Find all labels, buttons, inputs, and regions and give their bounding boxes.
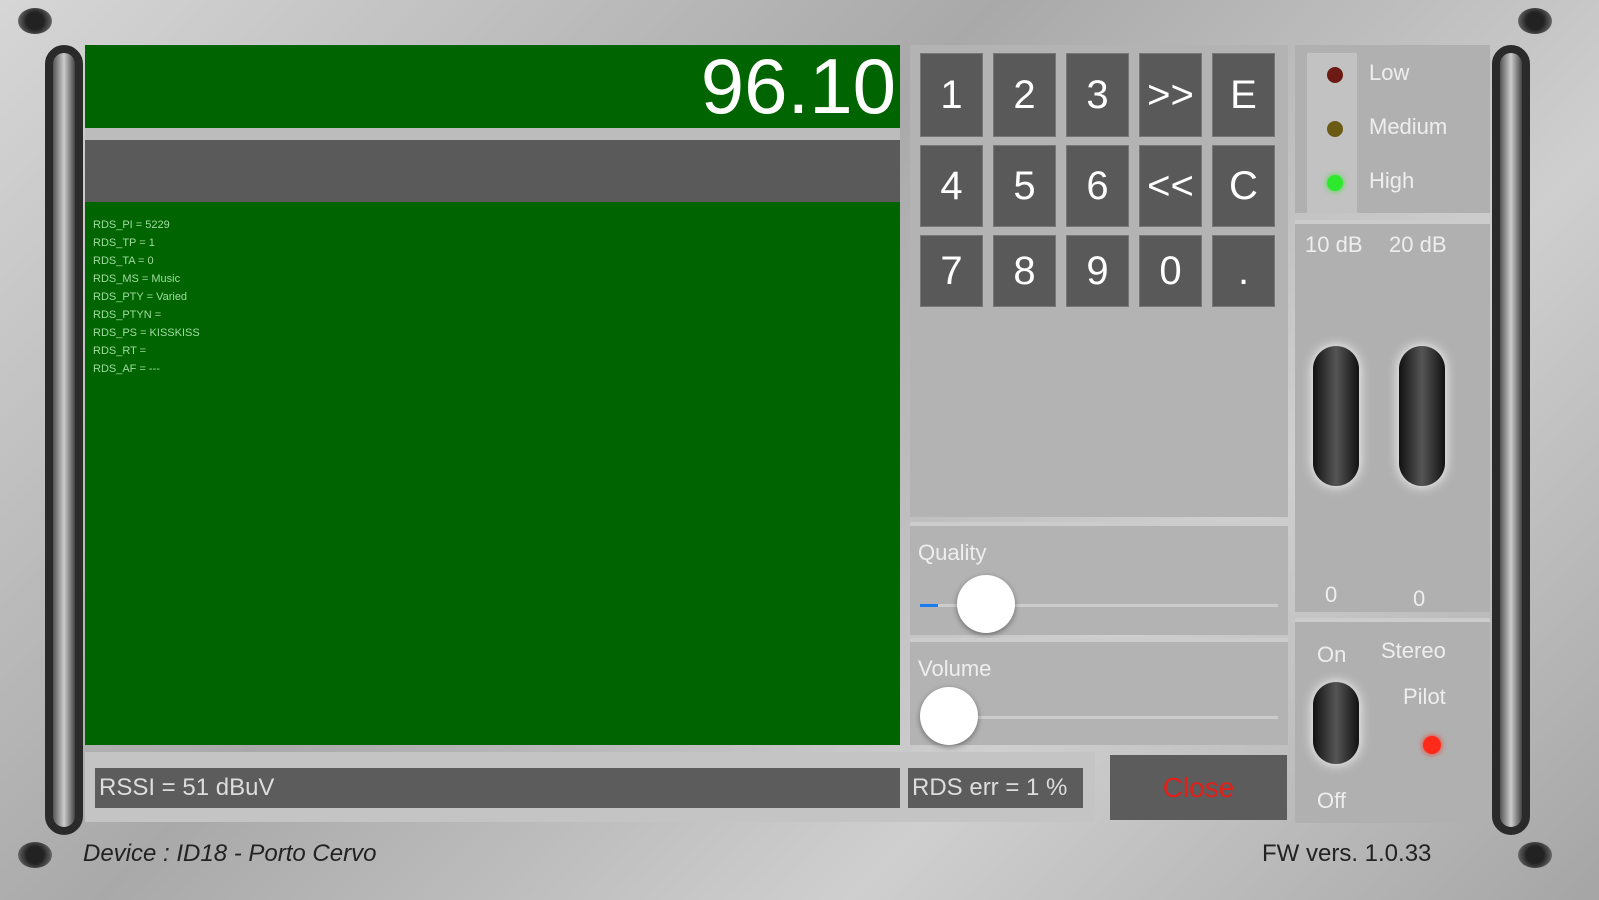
rds-line: RDS_AF = --- xyxy=(93,363,160,375)
signal-led-label: Low xyxy=(1369,60,1410,85)
stereo-label: Stereo xyxy=(1381,638,1446,663)
keypad-key[interactable]: 5 xyxy=(993,145,1056,227)
keypad-key[interactable]: 3 xyxy=(1066,53,1129,137)
keypad-key[interactable]: C xyxy=(1212,145,1275,227)
signal-led-low-icon xyxy=(1327,67,1343,83)
signal-quality-panel: Low Medium High xyxy=(1295,45,1490,213)
keypad-key[interactable]: << xyxy=(1139,145,1202,227)
rds-line: RDS_PS = KISSKISS xyxy=(93,327,200,339)
attenuator-10db-label: 10 dB xyxy=(1305,232,1363,257)
rssi-readout: RSSI = 51 dBuV xyxy=(95,768,900,808)
screw-icon xyxy=(1518,842,1552,868)
rds-line: RDS_PTY = Varied xyxy=(93,291,188,303)
rds-line: RDS_RT = xyxy=(93,345,147,357)
keypad-key[interactable]: 0 xyxy=(1139,235,1202,307)
attenuator-20db-label: 20 dB xyxy=(1389,232,1447,257)
keypad-key[interactable]: 2 xyxy=(993,53,1056,137)
close-button[interactable]: Close xyxy=(1110,755,1287,820)
screw-icon xyxy=(1518,8,1552,34)
firmware-version: FW vers. 1.0.33 xyxy=(1262,840,1432,867)
divider xyxy=(85,128,900,140)
attenuator-panel: 10 dB 20 dB 0 0 xyxy=(1295,220,1490,612)
signal-led-label: Medium xyxy=(1369,114,1448,139)
screw-icon xyxy=(18,8,52,34)
quality-slider[interactable] xyxy=(920,604,1278,607)
quality-label: Quality xyxy=(918,540,987,565)
right-handle xyxy=(1492,45,1530,835)
volume-slider[interactable] xyxy=(920,716,1278,719)
keypad-key[interactable]: 7 xyxy=(920,235,983,307)
rds-line: RDS_TA = 0 xyxy=(93,255,154,267)
signal-led-label: High xyxy=(1369,168,1415,193)
attenuator-20db-value: 0 xyxy=(1413,586,1426,611)
stereo-on-label: On xyxy=(1317,642,1347,667)
keypad-key[interactable]: 9 xyxy=(1066,235,1129,307)
stereo-toggle[interactable] xyxy=(1313,682,1359,764)
volume-panel: Volume xyxy=(910,638,1288,745)
radiotext-bar xyxy=(85,140,900,202)
rds-line: RDS_MS = Music xyxy=(93,273,181,285)
rds-line: RDS_PI = 5229 xyxy=(93,219,170,231)
device-name: Device : ID18 - Porto Cervo xyxy=(83,840,377,867)
rds-info: RDS_PI = 5229 RDS_TP = 1 RDS_TA = 0 RDS_… xyxy=(85,202,900,745)
keypad-key[interactable]: E xyxy=(1212,53,1275,137)
rds-error-readout: RDS err = 1 % xyxy=(908,768,1083,808)
signal-led-high-icon xyxy=(1327,175,1343,191)
keypad-key[interactable]: >> xyxy=(1139,53,1202,137)
quality-slider-thumb[interactable] xyxy=(957,575,1015,633)
left-handle xyxy=(45,45,83,835)
rds-line: RDS_TP = 1 xyxy=(93,237,155,249)
stereo-panel: On Stereo Pilot Off xyxy=(1295,618,1490,823)
pilot-led-icon xyxy=(1423,736,1441,754)
quality-panel: Quality xyxy=(910,522,1288,635)
keypad-key[interactable]: . xyxy=(1212,235,1275,307)
signal-led-medium-icon xyxy=(1327,121,1343,137)
keypad-key[interactable]: 1 xyxy=(920,53,983,137)
stereo-off-label: Off xyxy=(1317,788,1346,813)
rds-line: RDS_PTYN = xyxy=(93,309,162,321)
screw-icon xyxy=(18,842,52,868)
frequency-display: 96.10 xyxy=(85,45,900,128)
keypad-key[interactable]: 4 xyxy=(920,145,983,227)
pilot-label: Pilot xyxy=(1403,684,1446,709)
attenuator-20db-toggle[interactable] xyxy=(1399,346,1445,486)
keypad-key[interactable]: 6 xyxy=(1066,145,1129,227)
volume-slider-thumb[interactable] xyxy=(920,687,978,745)
attenuator-10db-value: 0 xyxy=(1325,582,1338,607)
attenuator-10db-toggle[interactable] xyxy=(1313,346,1359,486)
volume-label: Volume xyxy=(918,656,992,681)
keypad-key[interactable]: 8 xyxy=(993,235,1056,307)
